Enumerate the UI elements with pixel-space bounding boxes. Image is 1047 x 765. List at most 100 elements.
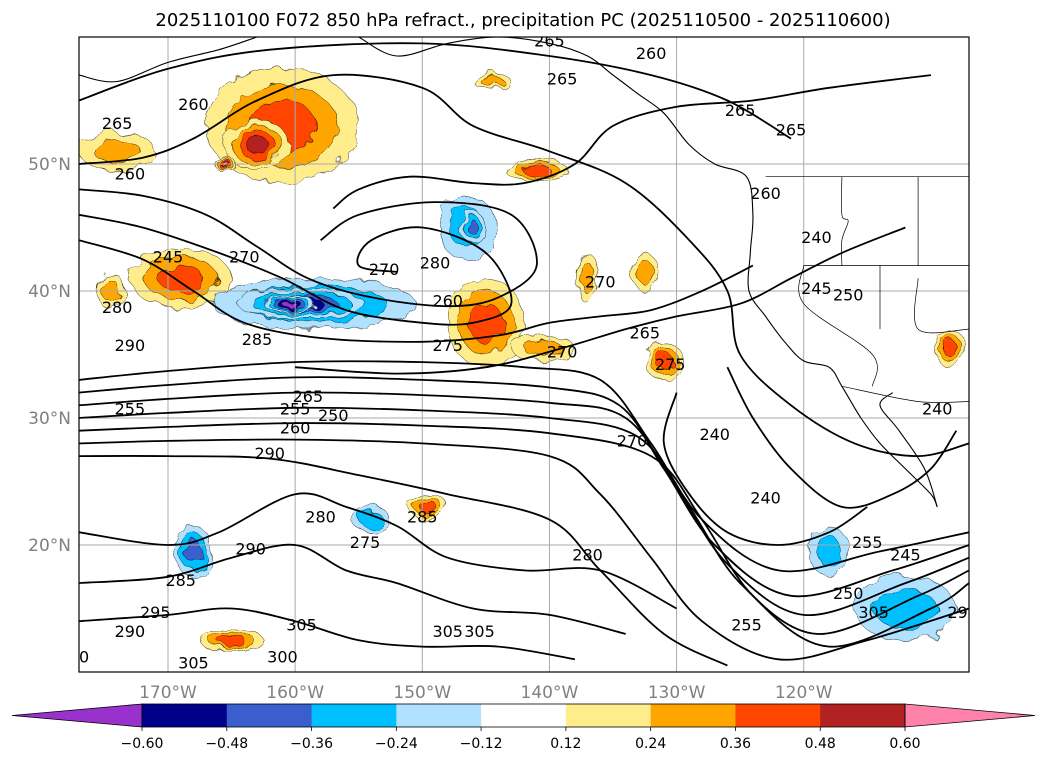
lon-tick-label: 160°W	[266, 683, 324, 703]
contour-label-255: 255	[852, 533, 883, 552]
contour-line-5	[79, 438, 969, 661]
contour-label-280: 280	[420, 254, 451, 273]
contour-label-270: 270	[369, 260, 400, 279]
colorbar-bin-3	[311, 704, 397, 727]
precip-area-22-band-2	[636, 259, 653, 284]
contour-line-9	[79, 73, 969, 458]
contour-label-260: 260	[636, 44, 667, 63]
lon-tick-label: 120°W	[775, 683, 833, 703]
contour-label-305: 305	[464, 622, 495, 641]
lon-tick-label: 150°W	[393, 683, 451, 703]
contour-label-265: 265	[547, 69, 578, 88]
map-plot-area: 265 260 265 265 260 260 265 260 265 240 245 270 270 2…	[28, 36, 978, 703]
colorbar-tick-label: 0.36	[720, 736, 751, 752]
colorbar: −0.60 −0.48 −0.36 −0.24 −0.12 0.12 0.24 0.36 0.4…	[11, 703, 1036, 752]
lat-tick-label: 20°N	[28, 536, 71, 556]
coastline-2	[879, 392, 938, 508]
colorbar-tick-label: 0.60	[889, 736, 920, 752]
contour-line-0	[79, 422, 969, 648]
contour-line-15	[79, 543, 626, 635]
contour-label-250: 250	[318, 406, 349, 425]
contour-label-260: 260	[280, 419, 311, 438]
colorbar-bin-5	[481, 704, 567, 727]
contour-label-270: 270	[617, 431, 648, 450]
contour-line-4	[79, 360, 969, 573]
contour-label-240: 240	[750, 489, 781, 508]
contour-label-00: 00	[69, 647, 89, 666]
contour-label-305: 305	[286, 616, 317, 635]
colorbar-tick-label: −0.48	[205, 736, 248, 752]
precip-area-24-band-2	[480, 76, 505, 87]
contour-line-13	[662, 392, 868, 546]
lon-tick-label: 140°W	[521, 683, 579, 703]
colorbar-tick-label: 0.48	[805, 736, 836, 752]
contour-label-290: 290	[235, 539, 266, 558]
colorbar-bin-4	[396, 704, 482, 727]
precip-area-8-band-3	[467, 220, 479, 235]
contour-label-255: 255	[115, 400, 146, 419]
contour-label-255: 255	[280, 400, 311, 419]
contour-label-305: 305	[858, 603, 889, 622]
contour-label-275: 275	[655, 355, 686, 374]
lat-tick-label: 50°N	[28, 155, 71, 175]
precip-area-3-band-3	[157, 265, 204, 292]
contour-line-11	[79, 239, 754, 343]
contour-line-1	[79, 406, 969, 635]
precip-area-12-band-3	[522, 165, 552, 176]
contour-label-275: 275	[350, 533, 381, 552]
contour-line-7	[79, 213, 513, 326]
precip-area-17-band-2	[359, 511, 384, 528]
contour-label-285: 285	[242, 330, 273, 349]
contour-label-285: 285	[407, 508, 438, 527]
contour-label-290: 290	[115, 336, 146, 355]
colorbar-bin-9	[820, 704, 906, 727]
contour-label-294: 294	[947, 603, 978, 622]
contour-label-290: 290	[254, 444, 285, 463]
contour-label-245: 245	[801, 279, 832, 298]
map-gridlines	[79, 37, 969, 672]
contour-label-265: 265	[725, 101, 756, 120]
contour-label-305: 305	[432, 622, 463, 641]
colorbar-extend-high	[904, 703, 1036, 728]
colorbar-bin-6	[565, 704, 652, 727]
colorbar-tick-label: −0.12	[460, 736, 503, 752]
contour-line-8	[79, 188, 538, 308]
precip-area-13-band-2	[93, 139, 141, 164]
contour-label-260: 260	[115, 165, 146, 184]
map-title: 2025110100 F072 850 hPa refract., precip…	[155, 10, 890, 31]
contour-label-240: 240	[699, 425, 730, 444]
contour-label-265: 265	[293, 387, 324, 406]
contour-label-290: 290	[115, 622, 146, 641]
contour-label-260: 260	[432, 292, 463, 311]
contour-label-295: 295	[140, 603, 171, 622]
colorbar-tick-label: −0.36	[290, 736, 333, 752]
contour-label-240: 240	[801, 228, 832, 247]
precip-area-20-band-2	[817, 535, 841, 568]
contour-line-10	[79, 42, 792, 140]
contour-label-280: 280	[572, 546, 603, 565]
contour-labels: 265 260 265 265 260 260 265 260 265 240 245 270 270 2…	[69, 37, 978, 672]
precip-area-6-band-5	[281, 301, 297, 307]
precip-area-18-band-3	[217, 635, 246, 646]
contour-label-240: 240	[922, 400, 953, 419]
contour-label-245: 245	[890, 546, 921, 565]
border-1	[841, 385, 969, 403]
colorbar-bin-8	[735, 704, 821, 727]
contour-label-270: 270	[229, 247, 260, 266]
precip-area-16-band-3	[419, 501, 438, 513]
contour-label-250: 250	[833, 584, 864, 603]
colorbar-tick-label: 0.12	[550, 736, 581, 752]
contour-line-2	[79, 391, 969, 616]
border-3	[798, 265, 878, 387]
precip-area-21-band-3	[942, 339, 957, 357]
contour-line-16	[79, 607, 576, 661]
coastline-0	[79, 37, 258, 83]
contour-label-285: 285	[165, 571, 196, 590]
contour-label-265: 265	[776, 120, 807, 139]
colorbar-tick-label: −0.60	[121, 736, 164, 752]
contour-label-250: 250	[833, 285, 864, 304]
contour-label-260: 260	[178, 95, 209, 114]
colorbar-extend-low	[11, 703, 143, 728]
contour-label-300: 300	[267, 647, 298, 666]
contour-label-275: 275	[432, 336, 463, 355]
